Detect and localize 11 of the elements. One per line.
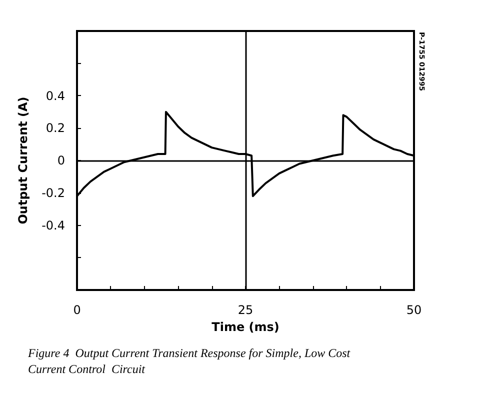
x-tick-label: 50 bbox=[406, 303, 422, 317]
y-tick-label: 0.4 bbox=[46, 88, 65, 103]
y-tick-label: 0 bbox=[57, 154, 65, 168]
y-tick-label: -0.2 bbox=[42, 186, 65, 200]
y-tick-label: 0.2 bbox=[46, 121, 65, 136]
x-axis-title: Time (ms) bbox=[212, 320, 280, 334]
x-tick-label: 0 bbox=[73, 303, 81, 317]
y-axis-title: Output Current (A) bbox=[16, 96, 30, 224]
caption: Figure 4 Output Current Transient Response for Simple, Low Cost Current Control Circuit bbox=[27, 346, 354, 376]
x-tick-label: 25 bbox=[238, 303, 254, 317]
y-tick-label: -0.4 bbox=[42, 218, 65, 232]
